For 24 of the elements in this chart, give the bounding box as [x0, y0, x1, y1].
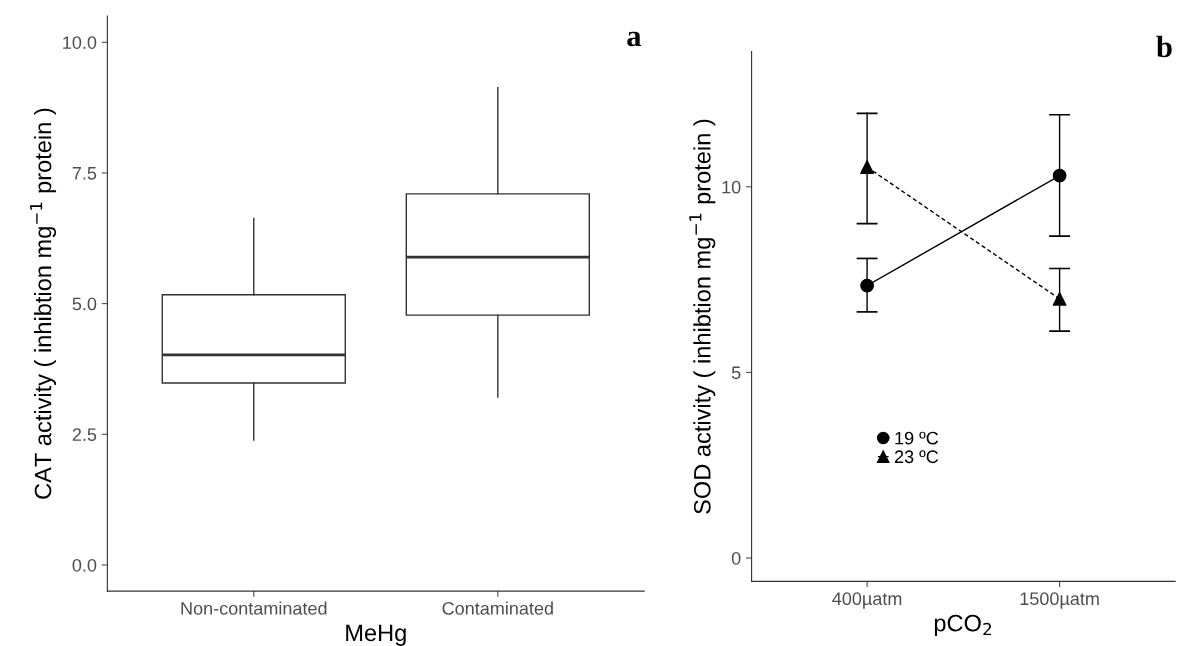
y-tick-label: 0 [731, 551, 741, 565]
y-axis-title: CAT activity ( inhibtion mg$^{−1}$ protein ) [30, 108, 57, 499]
y-tick-label: 7.5 [72, 167, 97, 180]
point [860, 278, 875, 293]
x-tick-label: Non-contaminated [181, 601, 327, 615]
legend-label: 19 ºC [895, 431, 939, 445]
y-tick-label: 2.5 [72, 428, 97, 442]
x-axis-title: pCO$_{2}$ [934, 614, 991, 637]
x-tick-label: Contaminated [442, 601, 553, 615]
annotation: a [627, 31, 642, 47]
y-tick-label: 5 [731, 366, 741, 380]
point [860, 160, 875, 175]
y-tick-label: 0.0 [72, 558, 97, 572]
y-tick-label: 10.0 [63, 36, 97, 49]
y-tick-label: 5.0 [72, 297, 97, 311]
annotation: b [1156, 35, 1172, 58]
x-tick-label: 1500µatm [1020, 592, 1099, 609]
point [1052, 168, 1067, 183]
x-tick-label: 400µatm [832, 592, 902, 609]
y-tick-label: 10 [722, 180, 741, 194]
x-axis-title: MeHg [346, 624, 406, 646]
legend-label: 23 ºC [894, 450, 939, 464]
y-axis-title: SOD activity ( inhibtion mg$^{−1}$ protein ) [689, 119, 716, 514]
point [1052, 292, 1067, 306]
